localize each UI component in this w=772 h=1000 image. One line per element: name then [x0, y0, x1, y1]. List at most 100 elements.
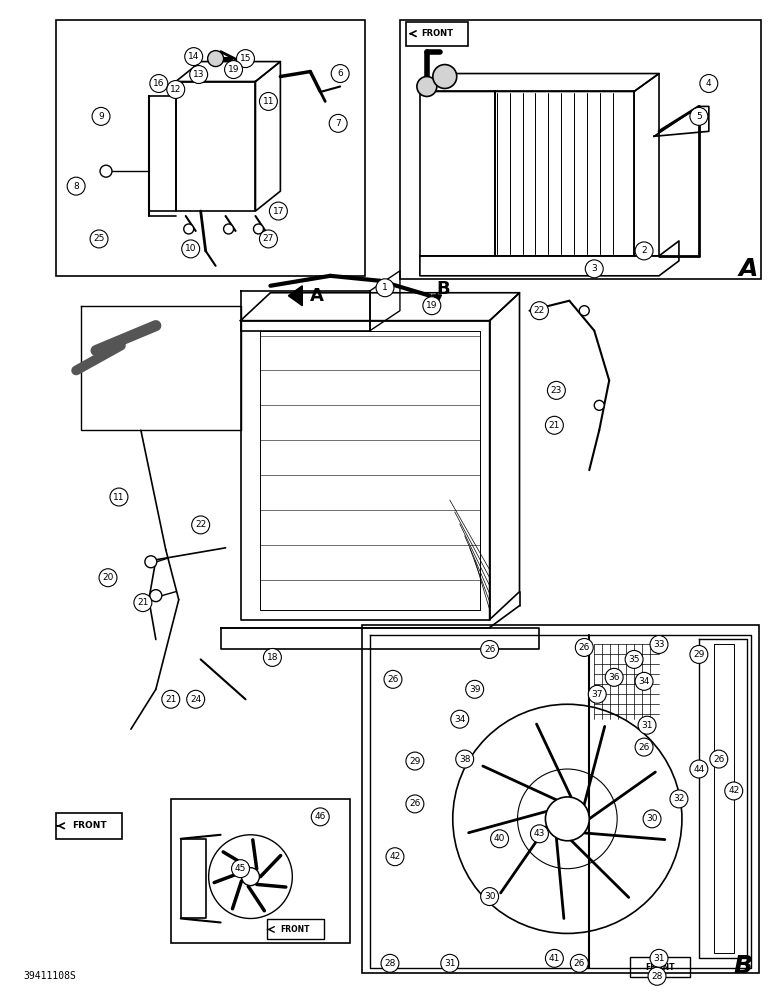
Circle shape: [331, 65, 349, 83]
Circle shape: [384, 670, 402, 688]
Text: 41: 41: [549, 954, 560, 963]
Text: 9: 9: [98, 112, 104, 121]
Text: 19: 19: [228, 65, 239, 74]
Circle shape: [145, 556, 157, 568]
Text: 26: 26: [713, 755, 724, 764]
Circle shape: [162, 690, 180, 708]
Circle shape: [224, 224, 234, 234]
Text: 22: 22: [533, 306, 545, 315]
Text: 5: 5: [696, 112, 702, 121]
Circle shape: [100, 165, 112, 177]
Circle shape: [650, 636, 668, 653]
Text: 7: 7: [335, 119, 341, 128]
Text: 22: 22: [195, 520, 206, 529]
Circle shape: [725, 782, 743, 800]
Circle shape: [386, 848, 404, 866]
Text: 28: 28: [652, 972, 662, 981]
Text: 3: 3: [591, 264, 597, 273]
Circle shape: [92, 107, 110, 125]
Circle shape: [441, 954, 459, 972]
Circle shape: [635, 242, 653, 260]
Circle shape: [638, 716, 656, 734]
Circle shape: [451, 710, 469, 728]
Text: 19: 19: [426, 301, 438, 310]
Circle shape: [134, 594, 152, 612]
Text: 11: 11: [262, 97, 274, 106]
Circle shape: [90, 230, 108, 248]
Text: 26: 26: [388, 675, 398, 684]
Text: 40: 40: [494, 834, 506, 843]
Circle shape: [110, 488, 128, 506]
Text: 34: 34: [454, 715, 466, 724]
Text: 39: 39: [469, 685, 480, 694]
Circle shape: [269, 202, 287, 220]
Circle shape: [690, 645, 708, 663]
Circle shape: [150, 590, 162, 602]
Circle shape: [670, 790, 688, 808]
Circle shape: [191, 516, 210, 534]
Text: 45: 45: [235, 864, 246, 873]
Circle shape: [423, 297, 441, 315]
Circle shape: [530, 302, 548, 320]
Text: 8: 8: [73, 182, 79, 191]
Circle shape: [406, 795, 424, 813]
Bar: [362, 625, 759, 973]
Circle shape: [381, 954, 399, 972]
Circle shape: [406, 752, 424, 770]
Circle shape: [311, 808, 329, 826]
Text: 34: 34: [638, 677, 650, 686]
Text: 1: 1: [382, 283, 388, 292]
Circle shape: [263, 648, 281, 666]
Text: 16: 16: [153, 79, 164, 88]
Text: A: A: [739, 257, 758, 281]
Circle shape: [190, 66, 208, 84]
Text: 21: 21: [549, 421, 560, 430]
Text: 28: 28: [384, 959, 396, 968]
Text: 26: 26: [578, 643, 590, 652]
Text: 26: 26: [409, 799, 421, 808]
Polygon shape: [289, 286, 303, 306]
Text: A: A: [310, 287, 324, 305]
Text: 24: 24: [190, 695, 201, 704]
Text: 26: 26: [574, 959, 585, 968]
Circle shape: [253, 224, 263, 234]
Circle shape: [99, 569, 117, 587]
Circle shape: [185, 48, 203, 66]
Circle shape: [575, 638, 593, 656]
Circle shape: [546, 797, 589, 841]
Text: 10: 10: [185, 244, 196, 253]
Circle shape: [690, 107, 708, 125]
Circle shape: [259, 230, 277, 248]
Circle shape: [232, 860, 249, 878]
Circle shape: [547, 381, 565, 399]
Text: 25: 25: [93, 234, 105, 243]
Text: 4: 4: [706, 79, 712, 88]
Circle shape: [491, 830, 509, 848]
Circle shape: [481, 888, 499, 906]
Circle shape: [187, 690, 205, 708]
Text: 42: 42: [389, 852, 401, 861]
Circle shape: [225, 61, 242, 79]
Text: 32: 32: [673, 794, 685, 803]
Text: 42: 42: [728, 786, 740, 795]
Text: 15: 15: [240, 54, 251, 63]
Text: 39411108S: 39411108S: [23, 971, 76, 981]
Circle shape: [585, 260, 603, 278]
Text: 20: 20: [103, 573, 113, 582]
Text: 38: 38: [459, 755, 470, 764]
Text: 18: 18: [266, 653, 278, 662]
Circle shape: [571, 954, 588, 972]
Circle shape: [236, 50, 255, 68]
Text: 6: 6: [337, 69, 343, 78]
Text: FRONT: FRONT: [72, 821, 107, 830]
Text: 14: 14: [188, 52, 199, 61]
Circle shape: [546, 949, 564, 967]
Circle shape: [648, 967, 666, 985]
Circle shape: [588, 685, 606, 703]
Circle shape: [594, 400, 604, 410]
Text: 2: 2: [642, 246, 647, 255]
Circle shape: [184, 224, 194, 234]
Text: 27: 27: [262, 234, 274, 243]
Circle shape: [625, 650, 643, 668]
Text: 31: 31: [444, 959, 455, 968]
